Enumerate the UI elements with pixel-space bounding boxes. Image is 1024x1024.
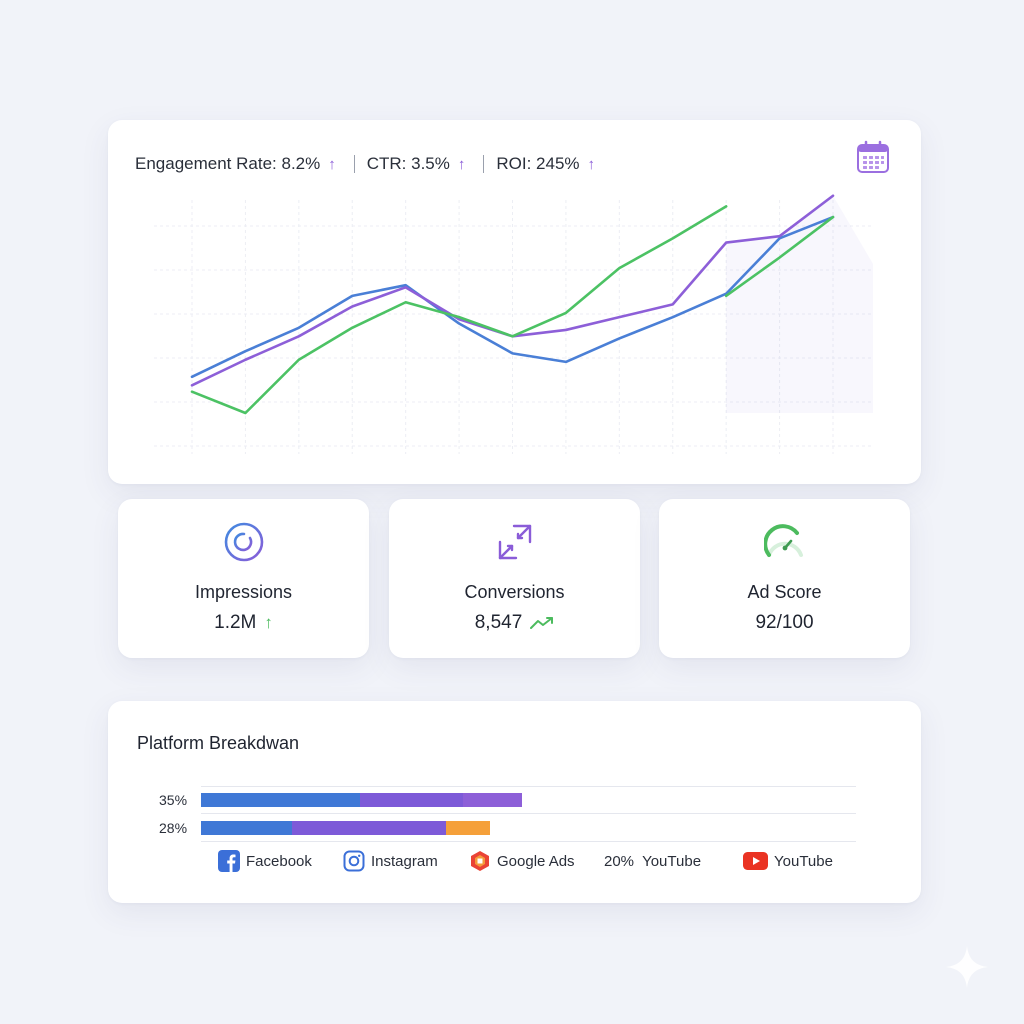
metric-divider <box>483 155 485 173</box>
legend-youtube[interactable]: YouTube <box>743 850 833 872</box>
calendar-icon[interactable] <box>856 140 890 174</box>
conversions-label: Conversions <box>464 582 565 602</box>
bar-segment-instagram[interactable] <box>360 793 463 807</box>
series-line-3 <box>190 205 728 415</box>
engagement-rate-metric: Engagement Rate: 8.2% ↑ <box>135 154 336 174</box>
bar-segment-facebook[interactable] <box>201 821 292 835</box>
ad-score-card[interactable]: Ad Score 92/100 <box>659 499 910 658</box>
impressions-value-row: 1.2M ↑ <box>118 612 369 634</box>
bar-segment-google-ads[interactable] <box>463 793 522 807</box>
legend-instagram[interactable]: Instagram <box>343 850 438 872</box>
bar-divider <box>201 841 856 842</box>
platform-breakdown-title: Platform Breakdwan <box>137 733 300 753</box>
instagram-icon <box>343 850 365 872</box>
conversions-card[interactable]: Conversions 8,547 <box>389 499 640 658</box>
arrow-up-icon: ↑ <box>264 613 273 632</box>
ad-score-value: 92/100 <box>755 612 814 633</box>
youtube-icon <box>743 852 768 870</box>
bar-label-row-1: 35% <box>159 792 188 808</box>
legend-facebook[interactable]: Facebook <box>218 850 312 872</box>
bar-segment-instagram[interactable] <box>292 821 446 835</box>
ctr-metric: CTR: 3.5% ↑ <box>367 154 466 174</box>
ctr-label: CTR: 3.5% <box>366 154 450 173</box>
arrow-up-icon: ↑ <box>457 155 466 173</box>
header-metrics: Engagement Rate: 8.2% ↑ CTR: 3.5% ↑ ROI:… <box>135 150 595 178</box>
series-line-1 <box>190 215 835 379</box>
bar-label-row-2: 28% <box>159 820 188 836</box>
facebook-icon <box>218 850 240 872</box>
trend-line-icon <box>530 617 554 629</box>
series-line-4 <box>724 215 835 298</box>
gauge-icon <box>764 524 803 557</box>
conversions-value: 8,547 <box>474 612 523 633</box>
ad-score-value-row: 92/100 <box>659 612 910 634</box>
google-ads-icon <box>471 851 489 871</box>
impressions-label: Impressions <box>194 582 293 602</box>
roi-metric: ROI: 245% ↑ <box>496 154 595 174</box>
legend-google-ads[interactable]: Google Ads <box>469 850 575 872</box>
legend-facebook-label: Facebook <box>246 852 312 870</box>
bar-segment-youtube[interactable] <box>446 821 490 835</box>
impressions-card[interactable]: Impressions 1.2M ↑ <box>118 499 369 658</box>
conversion-arrows-icon <box>498 524 532 560</box>
trend-line-chart <box>154 194 874 454</box>
ad-score-label: Ad Score <box>747 582 822 602</box>
impressions-value: 1.2M <box>214 612 257 633</box>
legend-youtube-label: YouTube <box>774 852 833 870</box>
target-icon <box>224 522 264 562</box>
chart-grid <box>154 200 874 454</box>
roi-label: ROI: 245% <box>496 154 580 173</box>
metric-divider <box>353 155 355 173</box>
bar-divider <box>201 813 856 814</box>
arrow-up-icon: ↑ <box>328 155 336 173</box>
arrow-up-icon: ↑ <box>587 155 596 173</box>
legend-youtube-percent-label: 20% YouTube <box>604 852 702 870</box>
legend-youtube-percent[interactable]: 20% YouTube <box>604 850 701 872</box>
sparkle-icon <box>946 946 988 988</box>
bar-divider <box>201 786 856 787</box>
engagement-rate-label: Engagement Rate: 8.2% <box>135 154 321 173</box>
legend-google-ads-label: Google Ads <box>497 852 575 870</box>
conversions-value-row: 8,547 <box>389 612 640 634</box>
bar-segment-facebook[interactable] <box>201 793 360 807</box>
legend-instagram-label: Instagram <box>371 852 438 870</box>
trend-chart-card <box>108 120 921 484</box>
chart-area-fill <box>726 195 873 413</box>
